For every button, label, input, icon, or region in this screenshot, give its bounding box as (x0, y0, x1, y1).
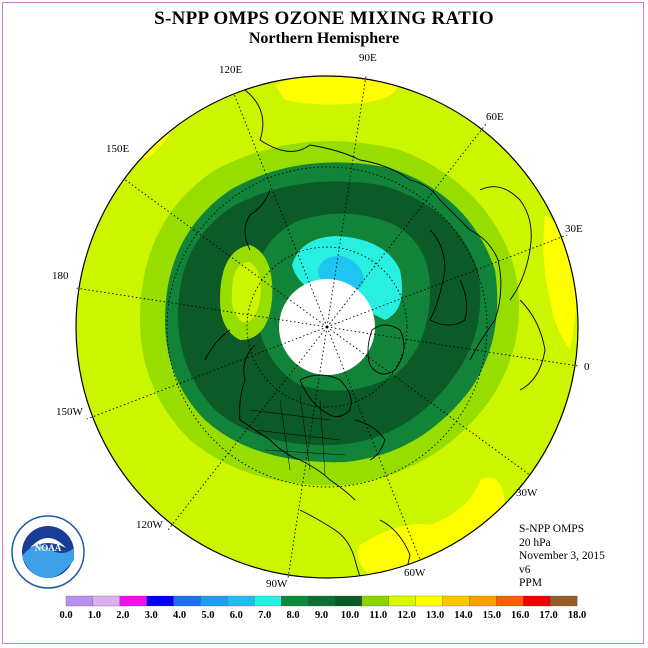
lon-label-0: 0 (584, 361, 590, 373)
lon-label-60w: 60W (404, 567, 426, 579)
lon-label-30e: 30E (565, 223, 583, 235)
colorbar-swatch (361, 595, 390, 607)
colorbar-tick-label: 12.0 (397, 610, 415, 621)
colorbar-tick-label: 11.0 (369, 610, 387, 621)
colorbar-tick-label: 16.0 (511, 610, 529, 621)
info-level: 20 hPa (519, 536, 551, 549)
colorbar-tick-label: 8.0 (287, 610, 300, 621)
lon-label-180: 180 (52, 270, 69, 282)
meridian-150e (123, 178, 328, 328)
meridian-30e (326, 234, 568, 328)
colorbar-tick-label: 1.0 (88, 610, 101, 621)
noaa-logo-bird (30, 538, 66, 548)
map-title: S-NPP OMPS OZONE MIXING RATIO (154, 8, 494, 29)
colorbar-swatch (146, 595, 175, 607)
info-units: PPM (519, 577, 543, 589)
lon-label-60e: 60E (486, 111, 504, 123)
meridian-60w (326, 326, 421, 561)
noaa-logo-water (22, 545, 74, 578)
lon-label-150e: 150E (106, 143, 130, 155)
colorbar-tick-label: 2.0 (116, 610, 129, 621)
colorbar-tick-label: 0.0 (59, 610, 72, 621)
lon-label-120w: 120W (136, 519, 164, 531)
colorbar-swatch (496, 595, 524, 607)
colorbar-swatch (388, 595, 417, 607)
colorbar-tick-label: 6.0 (230, 610, 243, 621)
colorbar-swatch (307, 595, 336, 607)
pacific-pocket-core (231, 262, 261, 323)
latitude-60 (246, 246, 408, 408)
colorbar-swatch (334, 595, 363, 607)
colorbar-swatch (254, 595, 282, 607)
globe-outline (75, 75, 579, 579)
colorbar-tick-label: 7.0 (258, 610, 271, 621)
meridian-30w (326, 326, 531, 476)
coastlines (204, 89, 546, 578)
colorbar-swatch (549, 595, 578, 607)
noaa-logo: NOAA (11, 515, 85, 589)
colorbar-swatch (227, 595, 255, 607)
lon-label-120e: 120E (219, 64, 243, 76)
lon-label-90w: 90W (266, 578, 288, 590)
colorbar-tick-label: 10.0 (341, 610, 359, 621)
meridian-120e (233, 93, 328, 328)
info-block: S-NPP OMPS 20 hPa November 3, 2015 v6 PP… (519, 523, 605, 591)
meridian-150w (86, 326, 328, 420)
colorbar-swatch (523, 595, 551, 607)
colorbar-tick-label: 17.0 (539, 610, 557, 621)
meridian-60e (326, 123, 487, 328)
colorbar-tick-label: 5.0 (201, 610, 214, 621)
colorbar-tick-label: 14.0 (454, 610, 472, 621)
meridian-120w (167, 326, 328, 531)
colorbar-swatch (442, 595, 470, 607)
info-version: v6 (519, 563, 531, 576)
colorbar-tick-label: 18.0 (568, 610, 586, 621)
colorbar-tick-label: 9.0 (315, 610, 328, 621)
colorbar-swatch (469, 595, 497, 607)
lon-label-90e: 90E (359, 52, 377, 64)
colorbar-swatch (281, 595, 309, 607)
colorbar-swatch (173, 595, 201, 607)
lon-label-30w: 30W (516, 487, 538, 499)
graticule (75, 75, 579, 579)
colorbar-swatch (415, 595, 443, 607)
colorbar-swatch (92, 595, 121, 607)
colorbar: 0.0 1.0 2.0 3.0 4.0 5.0 6.0 7.0 8.0 9.0 10.0 11.0 12… (59, 595, 586, 621)
colorbar-swatch (119, 595, 148, 607)
colorbar-tick-label: 3.0 (145, 610, 158, 621)
colorbar-tick-label: 4.0 (173, 610, 186, 621)
info-date: November 3, 2015 (519, 550, 605, 562)
political-borders (249, 394, 346, 476)
colorbar-tick-label: 15.0 (483, 610, 501, 621)
latitude-30 (166, 166, 488, 488)
info-instrument: S-NPP OMPS (519, 523, 585, 535)
colorbar-swatch (200, 595, 228, 607)
lon-label-150w: 150W (56, 406, 84, 418)
map-subtitle: Northern Hemisphere (248, 30, 400, 47)
colorbar-swatch (65, 595, 94, 607)
longitude-labels: 90E 60E 30E 0 30W 60W 90W 120W 150W 180 … (52, 52, 590, 590)
noaa-logo-text: NOAA (35, 543, 62, 553)
colorbar-tick-label: 13.0 (426, 610, 444, 621)
